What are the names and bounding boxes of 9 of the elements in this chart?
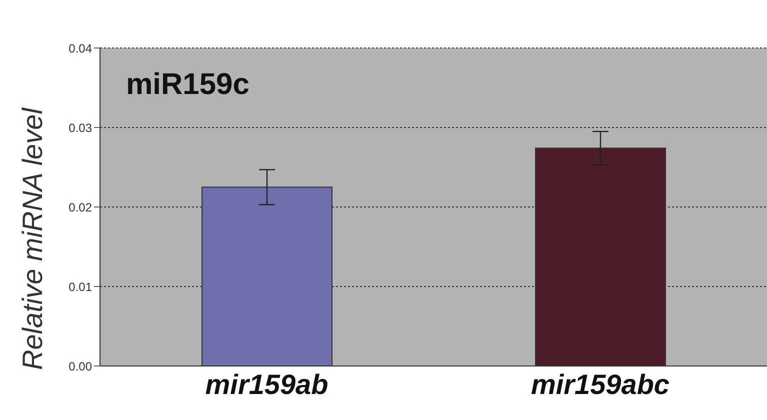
y-tick-label: 0.01 xyxy=(68,280,92,294)
y-tick-label: 0.04 xyxy=(68,41,92,56)
y-tick-label: 0.00 xyxy=(68,359,92,374)
x-tick-label: mir159abc xyxy=(530,368,670,400)
text: miR159c xyxy=(126,68,250,101)
y-tick-label: 0.03 xyxy=(68,120,92,135)
y-axis-title: Relative miRNA level xyxy=(17,107,48,370)
x-tick-label: mir159ab xyxy=(205,368,328,400)
y-tick-label: 0.02 xyxy=(68,200,92,214)
